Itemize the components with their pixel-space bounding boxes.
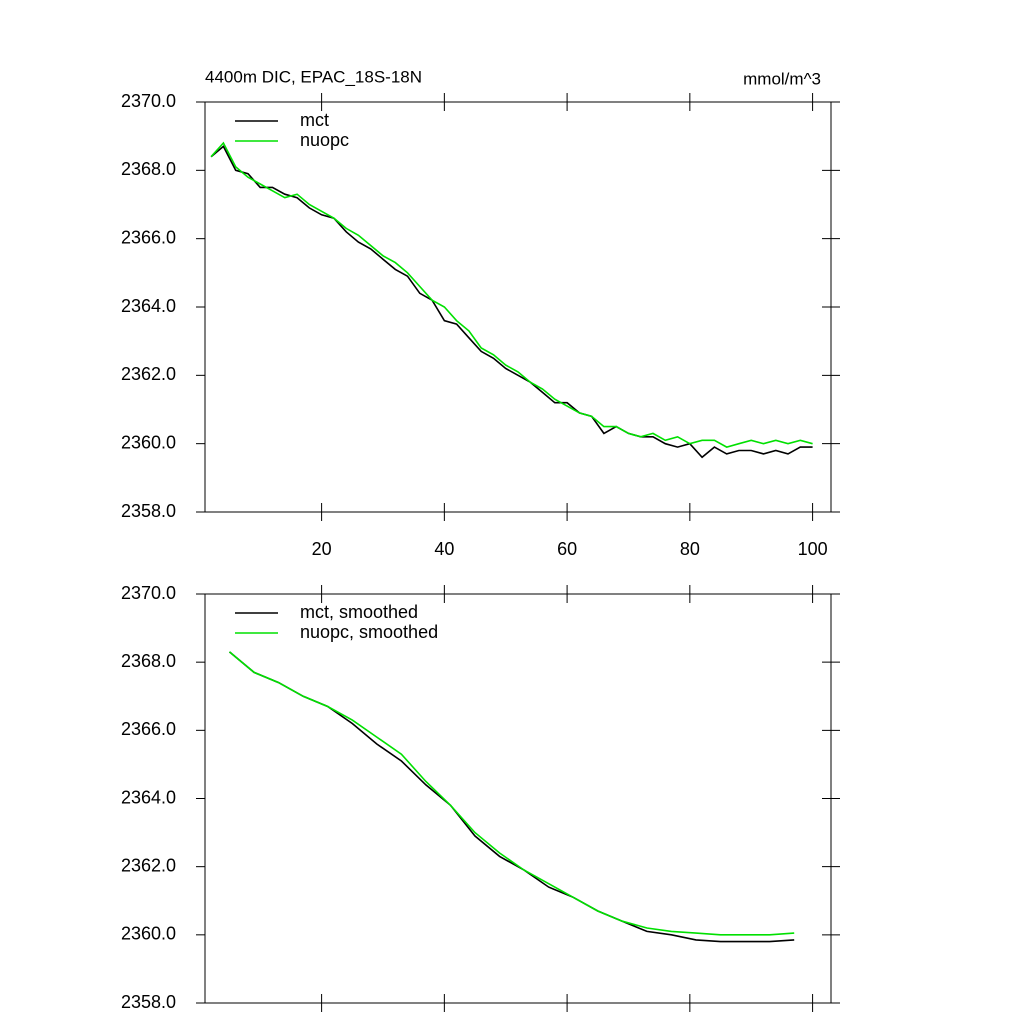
- y-tick-label: 2368.0: [121, 159, 176, 179]
- y-tick-label: 2362.0: [121, 364, 176, 384]
- y-tick-label: 2362.0: [121, 855, 176, 875]
- x-tick-label: 80: [680, 539, 700, 559]
- data-line: [210, 141, 813, 448]
- legend-label: mct: [300, 110, 329, 130]
- x-tick-label: 60: [557, 539, 577, 559]
- y-tick-label: 2370.0: [121, 91, 176, 111]
- y-tick-label: 2360.0: [121, 432, 176, 452]
- legend-label: nuopc, smoothed: [300, 622, 438, 642]
- y-tick-label: 2368.0: [121, 651, 176, 671]
- y-tick-label: 2364.0: [121, 296, 176, 316]
- x-tick-label: 20: [312, 539, 332, 559]
- y-tick-label: 2366.0: [121, 719, 176, 739]
- y-tick-label: 2370.0: [121, 583, 176, 603]
- y-tick-label: 2358.0: [121, 501, 176, 521]
- data-line: [210, 145, 813, 459]
- y-tick-label: 2364.0: [121, 787, 176, 807]
- legend-label: nuopc: [300, 130, 349, 150]
- legend-label: mct, smoothed: [300, 602, 418, 622]
- y-tick-label: 2360.0: [121, 924, 176, 944]
- y-tick-label: 2366.0: [121, 227, 176, 247]
- data-line: [228, 651, 795, 936]
- x-tick-label: 40: [434, 539, 454, 559]
- y-tick-label: 2358.0: [121, 992, 176, 1012]
- units-label: mmol/m^3: [743, 69, 821, 88]
- data-line: [228, 651, 795, 943]
- x-tick-label: 100: [798, 539, 828, 559]
- chart-title: 4400m DIC, EPAC_18S-18N: [205, 67, 422, 86]
